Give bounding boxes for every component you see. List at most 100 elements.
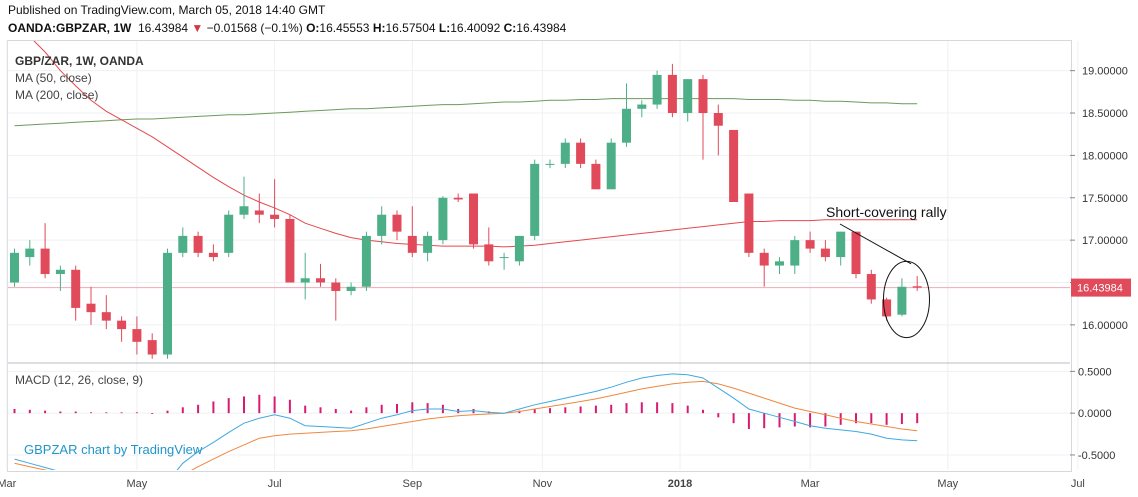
candle [438, 196, 448, 245]
macd-line [14, 373, 918, 470]
annotation-ellipse [882, 260, 930, 339]
watermark: GBPZAR chart by TradingView [24, 442, 203, 457]
macd-pane [13, 373, 919, 470]
candle-body [560, 142, 570, 164]
candle [300, 252, 310, 300]
candle [254, 193, 264, 224]
candle [423, 231, 433, 262]
candle-body [132, 329, 142, 342]
candle-body [484, 244, 494, 262]
price-tick-label: 17.00000 [1082, 235, 1128, 247]
open-value: 16.45553 [319, 21, 370, 35]
candle [683, 79, 693, 122]
candle-body [71, 269, 81, 308]
candle-body [897, 286, 907, 315]
candle [40, 223, 50, 279]
chart-title: GBP/ZAR, 1W, OANDA [15, 54, 144, 68]
candle [86, 286, 96, 325]
ma200-legend: MA (200, close) [15, 88, 99, 102]
candle [361, 231, 371, 291]
candle-body [713, 113, 723, 126]
candle [316, 263, 325, 287]
candle [469, 193, 478, 249]
candle-body [836, 231, 846, 258]
x-tick-label: Jul [1071, 478, 1085, 490]
candle-body [683, 79, 693, 114]
candle-body [300, 278, 310, 283]
candle [560, 138, 570, 169]
candle-body [55, 269, 65, 275]
candle-body [775, 261, 784, 266]
candle-body [744, 193, 754, 253]
candle-body [545, 163, 555, 165]
x-tick-label: May [937, 478, 958, 490]
candle [163, 248, 172, 359]
candle-body [438, 197, 448, 241]
candle-body [514, 235, 524, 262]
annotation-text: Short-covering rally [826, 204, 947, 220]
candle [591, 159, 601, 190]
candle-body [407, 235, 417, 253]
candle [606, 138, 616, 190]
macd-tick-label: -0.5000 [1078, 450, 1115, 462]
candle [25, 240, 35, 266]
candle-body [346, 286, 356, 291]
candle-body [239, 206, 249, 215]
candle-body [208, 252, 218, 258]
ma50-line [33, 41, 918, 248]
candle-body [178, 235, 188, 253]
candle [882, 297, 892, 321]
candle-body [698, 79, 708, 114]
candle [759, 248, 769, 287]
candle [499, 252, 509, 270]
macd-tick-label: 0.5000 [1078, 366, 1112, 378]
candle-body [851, 231, 861, 275]
candle [377, 206, 387, 245]
candle-body [392, 214, 402, 232]
candle [698, 74, 708, 160]
candle [193, 231, 203, 258]
candle [270, 179, 280, 228]
x-tick-label: Jul [268, 478, 282, 490]
candle [55, 265, 65, 291]
candle [346, 282, 356, 296]
candle-body [820, 248, 830, 258]
candle-body [591, 163, 601, 190]
ohlc-header: OANDA:GBPZAR, 1W 16.43984 ▼ −0.01568 (−0… [8, 21, 566, 35]
candle [805, 231, 815, 253]
candle [622, 83, 631, 147]
candle [545, 159, 555, 169]
down-arrow-icon: ▼ [191, 21, 204, 35]
macd-tick-label: 0.0000 [1078, 408, 1112, 420]
candle-body [667, 74, 677, 114]
last-price-badge-bg [1071, 278, 1131, 297]
candle [407, 206, 417, 258]
x-tick-label: May [127, 478, 148, 490]
candle-body [316, 278, 325, 283]
candle-body [499, 257, 509, 259]
price-tick-label: 19.00000 [1082, 66, 1128, 78]
open-label: O: [306, 21, 320, 35]
candle-body [10, 252, 19, 283]
candle-body [652, 74, 662, 105]
candle-body [163, 252, 172, 355]
candle [224, 210, 234, 258]
candle-body [882, 299, 892, 317]
candle [392, 210, 402, 241]
candle [744, 193, 754, 258]
chart-frame [7, 40, 1072, 472]
candle [836, 231, 846, 266]
x-tick-label: Nov [533, 478, 553, 490]
last-price-badge-text: 16.43984 [1077, 283, 1123, 295]
candle [484, 227, 494, 266]
candle-body [606, 142, 616, 190]
candle [132, 316, 142, 355]
candle-body [254, 210, 264, 215]
candle-body [805, 240, 815, 249]
candle [851, 231, 861, 279]
candle [178, 227, 188, 258]
close-label: C: [503, 21, 517, 35]
candle [713, 104, 723, 156]
candle-body [147, 340, 157, 355]
